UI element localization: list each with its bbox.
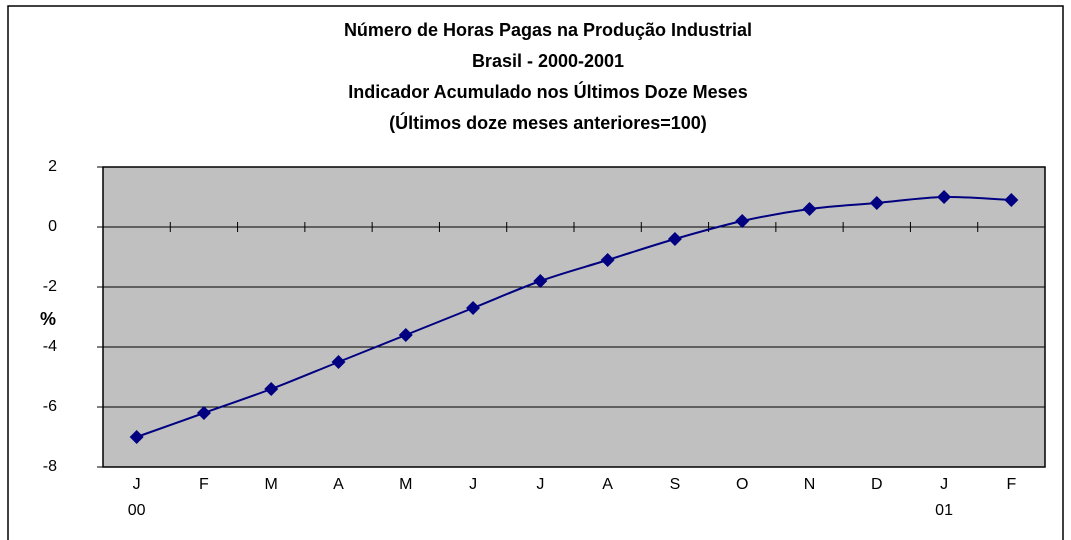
x-tick-label: D: [871, 476, 883, 493]
y-axis-label: %: [40, 309, 56, 329]
data-point: [466, 301, 481, 315]
data-point: [129, 430, 144, 444]
y-tick-label: -2: [43, 278, 57, 295]
data-point: [331, 355, 346, 369]
x-tick-label: A: [602, 476, 613, 493]
chart-title: Número de Horas Pagas na Produção Indust…: [344, 20, 752, 40]
x-group-label: 01: [935, 502, 953, 519]
y-tick-label: -8: [43, 458, 57, 475]
x-group-label: 00: [128, 502, 146, 519]
data-point: [600, 253, 615, 267]
data-point: [196, 406, 211, 420]
data-point: [937, 190, 952, 204]
x-tick-label: F: [1006, 476, 1016, 493]
y-tick-label: 2: [48, 158, 57, 175]
x-tick-label: J: [469, 476, 477, 493]
data-point: [1004, 193, 1019, 207]
x-tick-label: J: [940, 476, 948, 493]
x-tick-label: M: [265, 476, 278, 493]
data-point: [398, 328, 413, 342]
data-point: [533, 274, 548, 288]
x-tick-label: F: [199, 476, 209, 493]
plot-border: [102, 166, 1046, 468]
y-tick-label: -4: [43, 338, 57, 355]
data-point: [802, 202, 817, 216]
data-point: [667, 232, 682, 246]
data-point: [264, 382, 279, 396]
data-point: [869, 196, 884, 210]
x-tick-label: M: [399, 476, 412, 493]
y-tick-label: -6: [43, 398, 57, 415]
chart-title: (Últimos doze meses anteriores=100): [389, 112, 707, 133]
x-tick-label: A: [333, 476, 344, 493]
plot-area: [103, 167, 1045, 467]
x-tick-label: S: [670, 476, 681, 493]
y-tick-label: 0: [48, 218, 57, 235]
x-tick-label: J: [536, 476, 544, 493]
x-tick-label: N: [804, 476, 816, 493]
x-tick-label: J: [133, 476, 141, 493]
x-tick-label: O: [736, 476, 748, 493]
chart-title: Indicador Acumulado nos Últimos Doze Mes…: [348, 81, 747, 102]
data-point: [735, 214, 750, 228]
chart-title: Brasil - 2000-2001: [472, 51, 624, 71]
